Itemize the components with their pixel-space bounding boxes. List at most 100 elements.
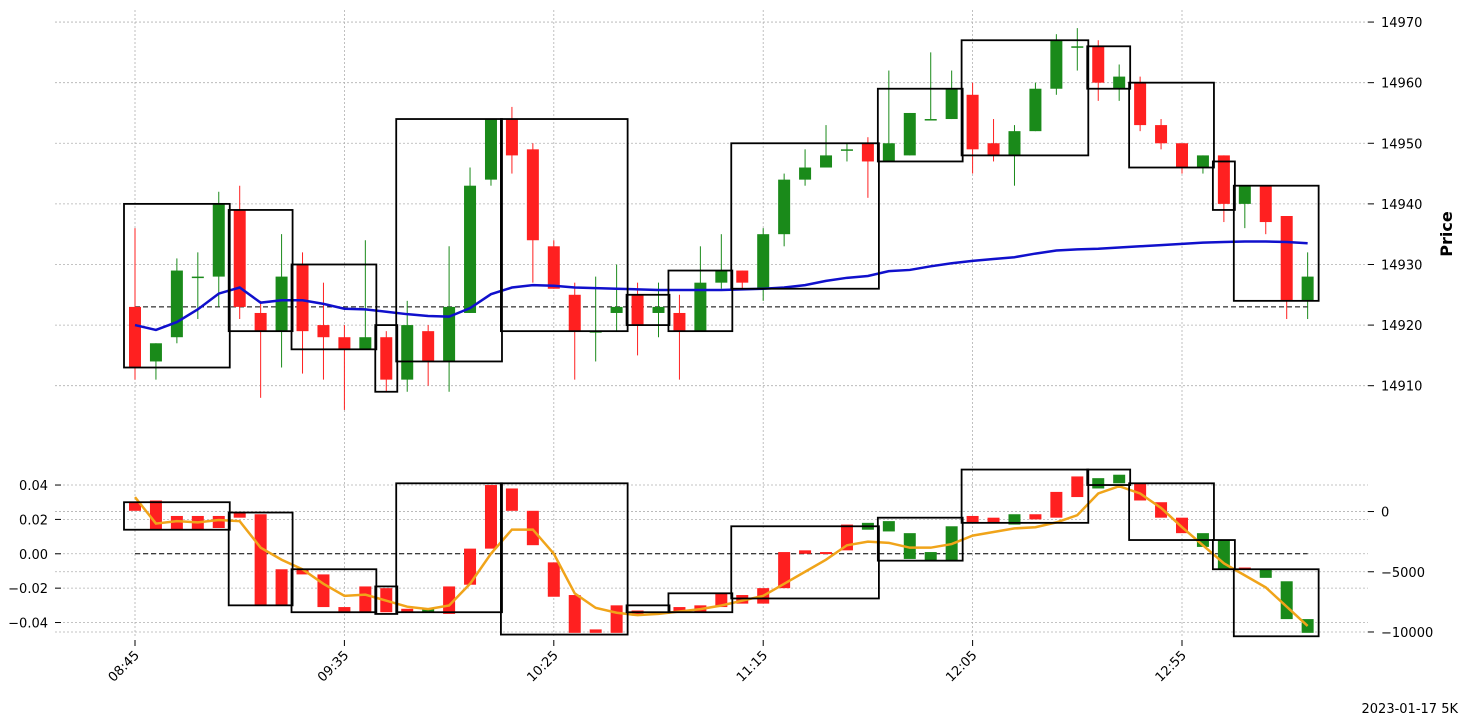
candle-body bbox=[422, 331, 435, 362]
candle-body bbox=[673, 312, 686, 332]
candle-body bbox=[945, 88, 958, 120]
y-tick-label: 14970 bbox=[1381, 16, 1422, 31]
indicator-bar bbox=[401, 608, 414, 613]
range-box bbox=[123, 501, 231, 531]
candle-body bbox=[212, 203, 225, 277]
range-box bbox=[960, 39, 1090, 157]
candle-body bbox=[1280, 216, 1293, 301]
indicator-bar bbox=[1029, 514, 1042, 520]
indicator-bar bbox=[589, 629, 602, 633]
right-y-tick-label: −10000 bbox=[1381, 626, 1433, 641]
candle-body bbox=[610, 306, 623, 313]
candle-body bbox=[715, 270, 728, 283]
range-box bbox=[1232, 568, 1320, 638]
candle-body bbox=[1071, 46, 1084, 48]
indicator-bar bbox=[359, 586, 372, 613]
candle-body bbox=[359, 337, 372, 350]
candle-body bbox=[1238, 185, 1251, 204]
moving-average-line bbox=[134, 240, 1308, 332]
x-tick-label: 11:15 bbox=[734, 648, 771, 685]
range-box bbox=[290, 263, 378, 351]
candle-body bbox=[254, 312, 267, 332]
range-box bbox=[395, 118, 503, 363]
candle-body bbox=[1029, 88, 1042, 132]
indicator-bar bbox=[317, 574, 330, 608]
candle-body bbox=[526, 149, 539, 241]
candle-body bbox=[820, 155, 833, 168]
indicator-bar bbox=[799, 550, 812, 554]
candle-body bbox=[882, 143, 895, 162]
range-box bbox=[730, 525, 880, 600]
y-tick-label: 14940 bbox=[1381, 198, 1422, 213]
indicator-bar bbox=[1050, 491, 1063, 518]
range-box bbox=[960, 468, 1090, 524]
candle-body bbox=[840, 149, 853, 151]
range-box bbox=[1128, 482, 1215, 541]
candle-body bbox=[987, 143, 1000, 156]
indicator-bar bbox=[296, 569, 309, 575]
x-tick-label: 12:55 bbox=[1153, 648, 1190, 685]
candle-body bbox=[380, 337, 393, 380]
candle-body bbox=[736, 270, 749, 283]
range-box bbox=[730, 142, 880, 290]
indicator-bar bbox=[1092, 478, 1105, 489]
indicator-bar bbox=[903, 533, 916, 559]
candle-body bbox=[547, 246, 560, 289]
range-box bbox=[876, 516, 964, 562]
indicator-bar bbox=[924, 552, 937, 561]
indicator-bar bbox=[568, 595, 581, 633]
indicator-bar bbox=[1008, 514, 1021, 525]
range-box bbox=[374, 585, 399, 615]
indicator-bar bbox=[505, 488, 518, 511]
candle-body bbox=[338, 337, 351, 350]
candle-body bbox=[966, 94, 979, 150]
y-tick-label: 14920 bbox=[1381, 319, 1422, 334]
candle-body bbox=[129, 306, 141, 368]
range-box bbox=[374, 324, 399, 393]
candle-body bbox=[757, 234, 770, 289]
candle-body bbox=[1176, 143, 1188, 168]
range-box bbox=[1086, 45, 1132, 90]
indicator-bar bbox=[1071, 476, 1084, 498]
candle-body bbox=[484, 119, 497, 180]
range-box bbox=[123, 202, 231, 369]
candle-body bbox=[505, 119, 518, 156]
candle-body bbox=[296, 264, 309, 332]
indicator-bar bbox=[129, 502, 141, 511]
candle-body bbox=[464, 185, 477, 313]
y-axis-label: Price bbox=[1437, 211, 1456, 257]
indicator-bar bbox=[275, 569, 288, 606]
candle-body bbox=[778, 179, 791, 235]
candle-body bbox=[568, 294, 581, 332]
candle-body bbox=[861, 143, 874, 162]
indicator-bar bbox=[882, 521, 895, 532]
indicator-bar bbox=[820, 552, 833, 555]
range-box bbox=[1211, 539, 1236, 571]
indicator-bar bbox=[338, 607, 351, 613]
candle-body bbox=[652, 306, 665, 313]
range-box bbox=[290, 568, 378, 614]
range-box bbox=[227, 209, 294, 333]
candle-body bbox=[275, 276, 288, 332]
y-tick-label: 14910 bbox=[1381, 380, 1422, 395]
indicator-bar bbox=[233, 512, 246, 518]
indicator-bar bbox=[778, 552, 791, 589]
range-box bbox=[1086, 468, 1132, 486]
indicator-bar bbox=[422, 608, 435, 613]
left-y-tick-label: 0.00 bbox=[19, 548, 48, 563]
candle-body bbox=[191, 276, 204, 279]
x-tick-label: 08:45 bbox=[106, 648, 143, 685]
range-box bbox=[667, 269, 734, 333]
range-box bbox=[1232, 184, 1320, 302]
y-tick-label: 14930 bbox=[1381, 258, 1422, 273]
range-box bbox=[227, 511, 294, 607]
candle-body bbox=[924, 119, 937, 121]
indicator-bar bbox=[149, 500, 162, 530]
candle-body bbox=[1217, 155, 1230, 204]
candle-body bbox=[631, 294, 644, 326]
left-y-tick-label: 0.04 bbox=[19, 479, 48, 494]
indicator-bar bbox=[966, 515, 979, 523]
range-box bbox=[625, 293, 671, 326]
indicator-bar bbox=[673, 607, 686, 613]
indicator-bar bbox=[1280, 581, 1293, 620]
